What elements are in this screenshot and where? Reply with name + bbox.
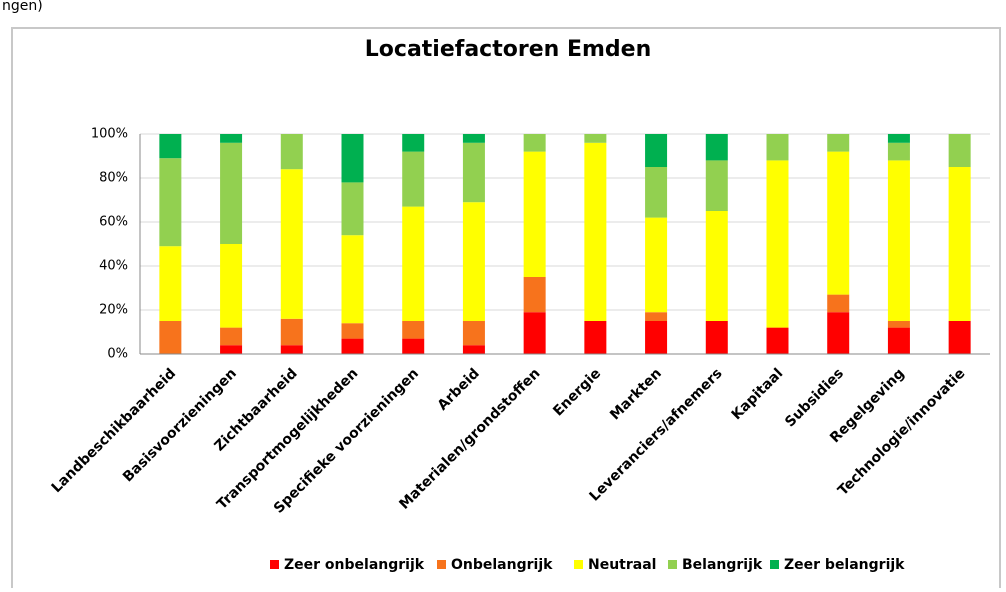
legend-swatch <box>437 560 446 569</box>
bar-segment <box>887 327 910 354</box>
bar-segment <box>220 345 243 354</box>
bar-segment <box>948 134 971 167</box>
bar-segment <box>827 134 850 152</box>
bar-segment <box>220 327 243 346</box>
bar-segment <box>948 321 971 354</box>
bar-segment <box>280 134 303 170</box>
bar-segment <box>220 244 243 328</box>
legend-label: Zeer belangrijk <box>784 557 905 573</box>
bar-segment <box>280 169 303 319</box>
bar-segment <box>645 167 668 218</box>
bar-segment <box>584 321 607 354</box>
bar-segment <box>402 338 425 354</box>
bar-segment <box>705 321 728 354</box>
cropped-text: ngen) <box>2 0 43 14</box>
bar-segment <box>523 277 546 313</box>
legend-label: Belangrijk <box>682 557 763 573</box>
bar-segment <box>523 151 546 277</box>
bar-segment <box>280 318 303 346</box>
legend-swatch <box>770 560 779 569</box>
bar-segment <box>341 134 364 183</box>
bar-segment <box>402 321 425 339</box>
bar-segment <box>523 134 546 152</box>
bar-segment <box>887 321 910 328</box>
bar-segment <box>462 345 485 354</box>
bar-segment <box>220 142 243 244</box>
bar-segment <box>887 134 910 143</box>
y-tick-label: 0% <box>107 347 128 362</box>
legend-swatch <box>668 560 677 569</box>
bar-segment <box>705 160 728 211</box>
bar-segment <box>462 134 485 143</box>
chart-title: Locatiefactoren Emden <box>365 37 651 62</box>
bar-segment <box>645 134 668 167</box>
bar-segment <box>523 312 546 354</box>
bar-segment <box>948 167 971 321</box>
bar-segment <box>159 246 182 321</box>
legend-swatch <box>574 560 583 569</box>
bar-segment <box>402 134 425 152</box>
bar-segment <box>159 134 182 159</box>
bar-segment <box>462 142 485 203</box>
bar-segment <box>341 338 364 354</box>
bar-segment <box>827 312 850 354</box>
bar-segment <box>705 211 728 321</box>
bar-segment <box>887 160 910 321</box>
y-tick-label: 100% <box>91 127 128 142</box>
y-tick-label: 40% <box>99 259 128 274</box>
bar-segment <box>645 217 668 313</box>
bar-segment <box>766 327 789 354</box>
legend-label: Onbelangrijk <box>451 557 553 573</box>
bar-segment <box>827 151 850 295</box>
bar-segment <box>462 202 485 321</box>
bar-segment <box>159 158 182 247</box>
bar-segment <box>341 323 364 339</box>
y-tick-label: 80% <box>99 171 128 186</box>
bar-segment <box>402 151 425 207</box>
bar-segment <box>220 134 243 143</box>
bar-segment <box>584 142 607 321</box>
y-tick-label: 20% <box>99 303 128 318</box>
bar-segment <box>584 134 607 143</box>
bar-segment <box>159 321 182 354</box>
bar-segment <box>766 134 789 161</box>
bar-segment <box>402 206 425 321</box>
bar-segment <box>887 142 910 161</box>
bar-segment <box>341 235 364 324</box>
bar-segment <box>645 321 668 354</box>
legend-label: Neutraal <box>588 557 656 573</box>
bar-segment <box>645 312 668 321</box>
bar-segment <box>341 182 364 236</box>
legend-swatch <box>270 560 279 569</box>
bar-segment <box>462 321 485 346</box>
y-tick-label: 60% <box>99 215 128 230</box>
bar-segment <box>766 160 789 328</box>
bar-segment <box>280 345 303 354</box>
bar-segment <box>705 134 728 161</box>
bar-segment <box>827 294 850 313</box>
legend-label: Zeer onbelangrijk <box>284 557 425 573</box>
